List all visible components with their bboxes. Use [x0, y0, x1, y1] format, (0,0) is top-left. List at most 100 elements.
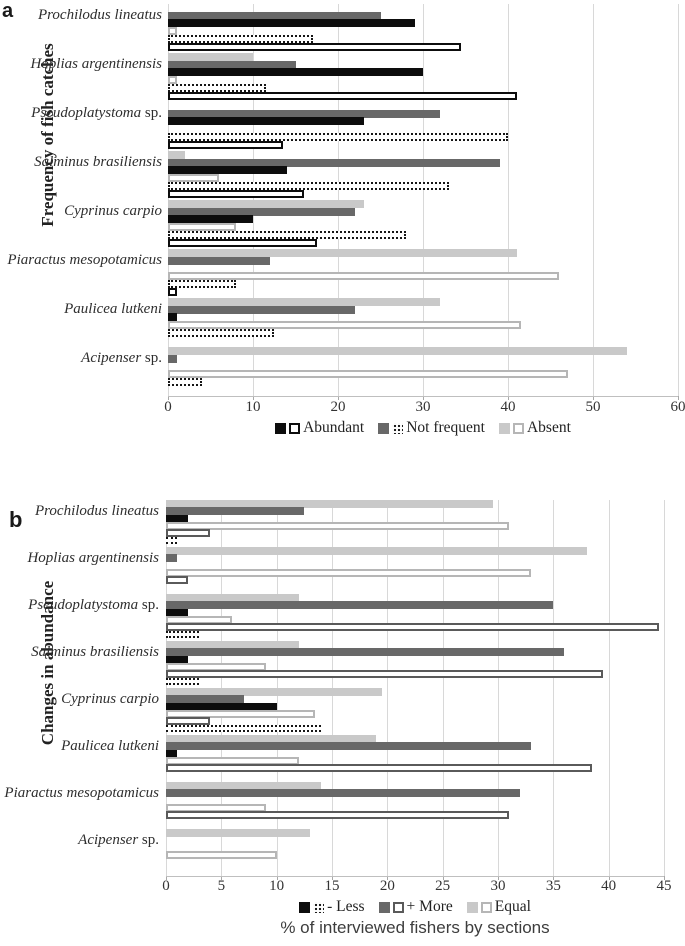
bar: [166, 648, 565, 656]
bar: [166, 594, 299, 602]
bar: [168, 11, 381, 20]
axis-tick: [168, 396, 169, 400]
bar: [166, 742, 532, 750]
bar: [168, 298, 440, 306]
gridline: [678, 4, 679, 396]
category-label: Acipenser sp.: [0, 832, 159, 848]
legend-swatch-gray-solid: [378, 422, 390, 434]
axis-tick: [332, 876, 333, 880]
bar: [168, 215, 253, 224]
axis-tick: [166, 876, 167, 880]
x-tick-label: 40: [500, 399, 516, 415]
legend-swatch-gray-solid: [378, 901, 390, 913]
bar: [166, 623, 659, 631]
bar: [166, 710, 316, 718]
bar: [168, 377, 202, 386]
bar: [166, 804, 266, 812]
category-label: Prochilodus lineatus: [0, 503, 159, 519]
x-tick-label: 20: [330, 399, 346, 415]
bar: [166, 688, 382, 696]
bar: [166, 663, 266, 671]
gridline: [508, 4, 509, 396]
bar: [166, 717, 211, 725]
species-name-italic: Acipenser: [78, 832, 139, 848]
x-tick-label: 20: [379, 878, 395, 894]
bar: [166, 608, 189, 617]
bar: [168, 42, 462, 51]
species-name-italic: Piaractus mesopotamicus: [4, 785, 159, 801]
bar: [168, 19, 415, 28]
legend-swatch-black-solid: [299, 901, 311, 913]
x-tick-label: 35: [545, 878, 561, 894]
legend-swatch-black-solid: [275, 422, 287, 434]
species-name-italic: Salminus brasiliensis: [31, 644, 159, 660]
x-tick-label: 10: [269, 878, 285, 894]
bar: [168, 370, 568, 379]
species-name-suffix: sp.: [138, 597, 159, 613]
category-label: Cyprinus carpio: [0, 203, 162, 219]
bar: [168, 27, 177, 36]
bar: [166, 641, 299, 649]
bar: [168, 313, 177, 322]
species-name-italic: Pseudoplatystoma: [28, 597, 139, 613]
bar: [166, 851, 277, 859]
bar: [168, 321, 521, 330]
bar: [166, 655, 189, 664]
category-label: Salminus brasiliensis: [0, 644, 159, 660]
category-label: Hoplias argentinensis: [0, 56, 162, 72]
category-label: Cyprinus carpio: [0, 691, 159, 707]
legend-entry: - Less: [299, 898, 365, 916]
bar: [168, 91, 517, 100]
legend-swatch-light-solid: [466, 901, 478, 913]
bar: [168, 287, 177, 296]
x-axis-title: % of interviewed fishers by sections: [280, 918, 550, 937]
bar: [168, 272, 559, 281]
bar: [166, 764, 593, 772]
x-tick-label: 45: [656, 878, 672, 894]
bar: [166, 735, 377, 743]
bar: [166, 554, 178, 562]
legend-label: - Less: [327, 898, 365, 915]
x-axis-line: [166, 876, 664, 877]
x-tick-label: 5: [217, 878, 226, 894]
bar: [168, 140, 283, 149]
x-tick-label: 15: [324, 878, 340, 894]
bar: [166, 749, 178, 758]
bar: [166, 789, 521, 797]
bar: [168, 76, 177, 85]
bar: [166, 500, 493, 508]
bar: [168, 83, 266, 92]
bar: [166, 522, 510, 530]
bar: [168, 68, 423, 77]
gridline: [553, 500, 555, 876]
bar: [168, 174, 219, 183]
x-tick-label: 30: [490, 878, 506, 894]
legend-label: + More: [406, 898, 453, 915]
legend-label: Not frequent: [406, 419, 485, 436]
species-name-italic: Prochilodus lineatus: [34, 503, 159, 519]
axis-tick: [608, 876, 610, 880]
axis-tick: [593, 396, 594, 400]
bar: [166, 529, 211, 537]
axis-tick: [678, 396, 679, 400]
species-name-italic: Prochilodus lineatus: [37, 7, 162, 23]
category-label: Hoplias argentinensis: [0, 550, 159, 566]
species-name-suffix: sp.: [141, 105, 162, 121]
bar: [168, 53, 253, 61]
species-name-italic: Piaractus mesopotamicus: [7, 252, 162, 268]
bar: [166, 677, 200, 686]
legend-swatch-dotted: [313, 901, 325, 913]
legend-entry: + More: [378, 898, 453, 916]
axis-tick: [664, 876, 665, 880]
legend-swatch-dark-outline: [392, 901, 404, 913]
bar: [168, 256, 270, 265]
bar: [168, 166, 287, 175]
axis-tick: [553, 876, 555, 880]
x-tick-label: 40: [601, 878, 617, 894]
legend-entry: Equal: [466, 898, 531, 916]
species-name-italic: Paulicea lutkeni: [61, 738, 159, 754]
bar: [168, 223, 236, 232]
category-label: Salminus brasiliensis: [0, 154, 162, 170]
